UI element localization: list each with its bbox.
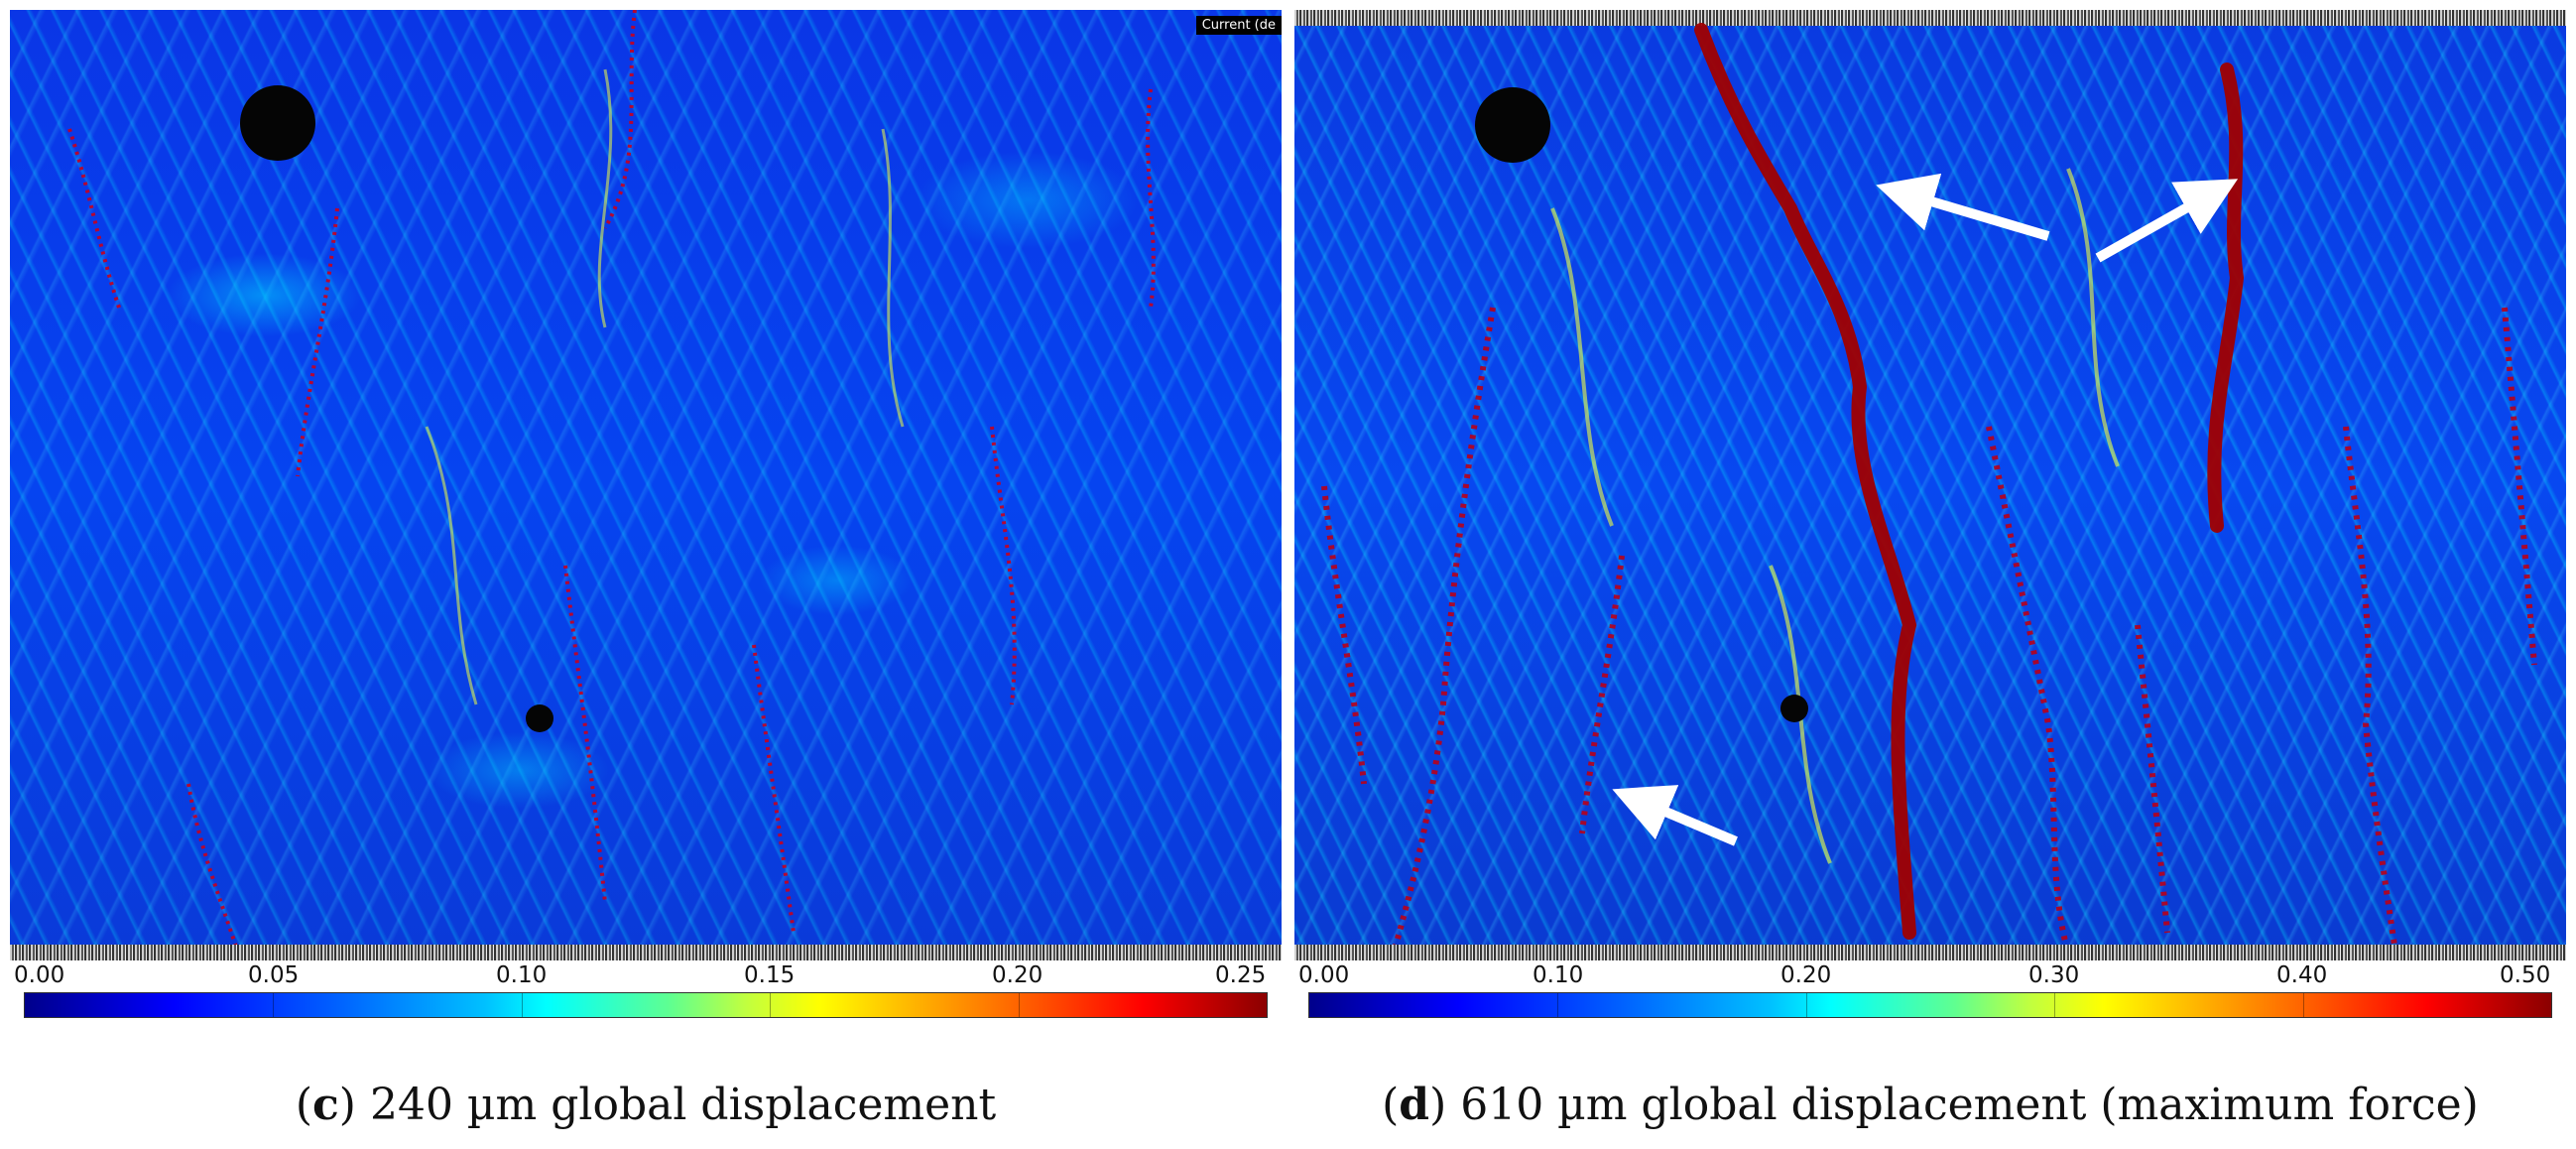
tick-label: 0.00 (14, 962, 65, 988)
caption-text-c: ) 240 µm global displacement (338, 1080, 997, 1130)
colorbar-c: 0.00 0.05 0.10 0.15 0.20 0.25 (10, 960, 1282, 1020)
speckle-edge-top-d (1294, 10, 2566, 26)
tick-label: 0.05 (248, 962, 300, 988)
strain-map-c: Current (de (10, 10, 1282, 960)
hole-small-c (526, 704, 553, 732)
hole-small-d (1780, 695, 1808, 722)
arrow-top-right (2095, 179, 2239, 263)
colorbar-gradient-d (1308, 992, 2552, 1018)
panel-d: 0.00 0.10 0.20 0.30 0.40 0.50 (1294, 10, 2566, 1020)
hole-large-c (240, 85, 315, 161)
caption-d: (d) 610 µm global displacement (maximum … (1382, 1080, 2479, 1130)
panel-c: Current (de 0.00 0.05 0.10 0.15 0.20 0.2… (10, 10, 1282, 1020)
speckle-edge-bottom-c (10, 945, 1282, 960)
tick-label: 0.15 (744, 962, 796, 988)
colorbar-d: 0.00 0.10 0.20 0.30 0.40 0.50 (1294, 960, 2566, 1020)
tick-label: 0.25 (1215, 962, 1267, 988)
tick-label: 0.00 (1298, 962, 1350, 988)
colorbar-gradient-c (24, 992, 1268, 1018)
caption-c: (c) 240 µm global displacement (295, 1080, 997, 1130)
tick-label: 0.20 (992, 962, 1043, 988)
hole-large-d (1475, 87, 1550, 163)
arrow-bottom-left (1612, 785, 1738, 846)
tick-label: 0.10 (496, 962, 548, 988)
overlay-label-c: Current (de (1195, 16, 1282, 35)
tick-label: 0.50 (2500, 962, 2551, 988)
arrow-top-left (1876, 173, 2050, 241)
colorbar-ticks-d: 0.00 0.10 0.20 0.30 0.40 0.50 (1294, 960, 2566, 990)
tick-label: 0.30 (2028, 962, 2080, 988)
colorbar-ticks-c: 0.00 0.05 0.10 0.15 0.20 0.25 (10, 960, 1282, 990)
strain-map-d (1294, 10, 2566, 960)
tick-label: 0.10 (1533, 962, 1584, 988)
arrow-overlay-d (1612, 173, 2239, 846)
caption-letter-d: d (1399, 1080, 1430, 1130)
crack-overlay-d (1321, 23, 2537, 954)
tick-label: 0.40 (2276, 962, 2328, 988)
caption-letter-c: c (312, 1080, 339, 1130)
caption-text-d: ) 610 µm global displacement (maximum fo… (1429, 1080, 2479, 1130)
crack-overlay-c (67, 10, 1156, 954)
speckle-edge-bottom-d (1294, 945, 2566, 960)
tick-label: 0.20 (1780, 962, 1832, 988)
